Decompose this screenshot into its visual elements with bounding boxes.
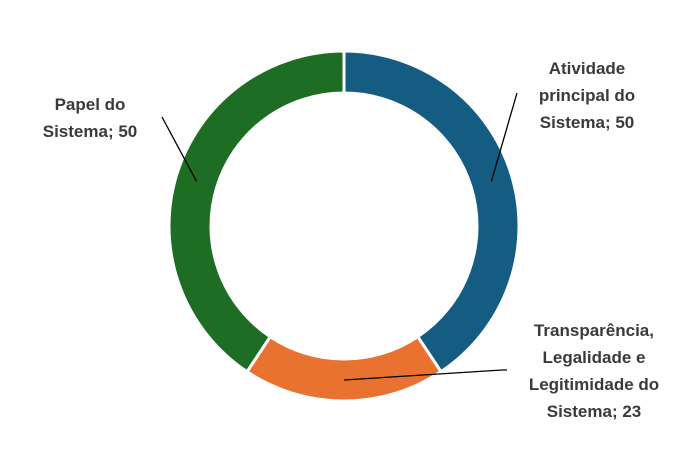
leader-line-0 [490,92,518,182]
leader-line-1 [343,369,507,381]
donut-slice-0 [342,49,521,374]
slice-label-0: Atividade principal do Sistema; 50 [539,59,635,132]
donut-slice-1 [244,334,444,403]
slice-label-2: Papel do Sistema; 50 [43,95,138,141]
donut-slice-2 [167,49,346,374]
slice-label-1: Transparência, Legalidade e Legitimidade d… [529,321,659,421]
leader-line-2 [161,116,198,182]
